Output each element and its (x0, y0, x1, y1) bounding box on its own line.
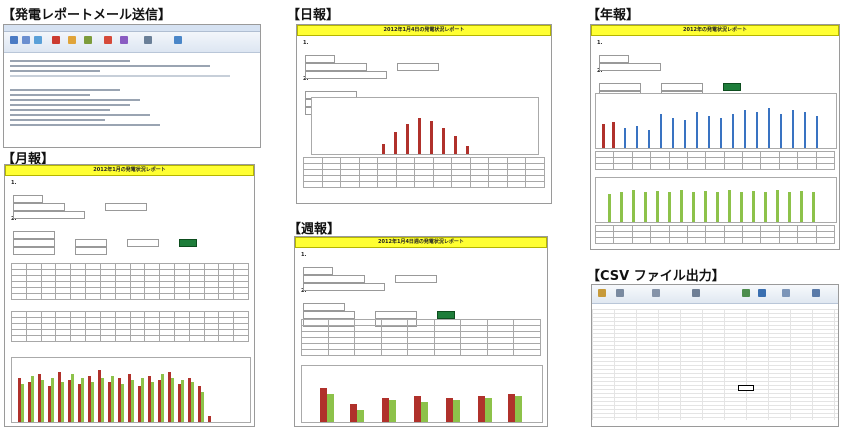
font-icon (616, 289, 624, 297)
yearly-info-heading: 1. (597, 40, 603, 46)
reply-icon (10, 36, 18, 44)
yearly-summary-heading: 2. (597, 68, 603, 74)
weekly-section-title: 【週報】 (288, 222, 341, 237)
monthly-info-heading: 1. (11, 180, 17, 186)
sort-icon (812, 289, 820, 297)
conditional-format-icon (742, 289, 750, 297)
monthly-section-title: 【月報】 (2, 152, 55, 167)
csv-excel-thumbnail[interactable] (591, 284, 839, 427)
email-body-lines (4, 80, 260, 126)
weekly-report-title: 2012年1月4日週の発電状況レポート (378, 239, 464, 245)
flag-icon (104, 36, 112, 44)
monthly-data-table-2 (11, 311, 249, 342)
weekly-data-table (301, 319, 541, 356)
yearly-data-table-2 (594, 225, 835, 244)
selected-cell[interactable] (738, 385, 754, 391)
yearly-report-header: 2012年の発電状況レポート (591, 25, 839, 36)
daily-data-table (303, 157, 545, 188)
insert-icon (782, 289, 790, 297)
rules-icon (84, 36, 92, 44)
weekly-bar-chart (301, 365, 543, 423)
email-window-thumbnail[interactable] (3, 24, 261, 148)
daily-report-header: 2012年1月4日の発電状況レポート (297, 25, 551, 36)
yearly-report-thumbnail[interactable]: 2012年の発電状況レポート 1. 2. (590, 24, 840, 250)
email-titlebar (4, 25, 260, 32)
monthly-report-header: 2012年1月の発電状況レポート (5, 165, 254, 176)
categorize-icon (120, 36, 128, 44)
daily-bar-chart (311, 97, 539, 155)
weekly-graph-button[interactable] (437, 311, 455, 319)
email-ribbon (4, 32, 260, 53)
monthly-graph-button[interactable] (179, 239, 197, 247)
yearly-graph-button[interactable] (723, 83, 741, 91)
email-header-lines (4, 53, 260, 77)
number-format-icon (692, 289, 700, 297)
monthly-bar-chart (11, 357, 251, 423)
reply-all-icon (22, 36, 30, 44)
monthly-report-title: 2012年1月の発電状況レポート (93, 167, 166, 173)
daily-report-thumbnail[interactable]: 2012年1月4日の発電状況レポート 1. 2. (296, 24, 552, 204)
excel-ribbon (592, 285, 838, 304)
daily-info-heading: 1. (303, 40, 309, 46)
daily-summary-heading: 2. (303, 76, 309, 82)
yearly-section-title: 【年報】 (587, 8, 640, 23)
weekly-summary-heading: 2. (301, 288, 307, 294)
weekly-info-heading: 1. (301, 252, 307, 258)
yearly-report-title: 2012年の発電状況レポート (683, 27, 747, 33)
monthly-summary-heading: 2. (11, 216, 17, 222)
find-icon (144, 36, 152, 44)
zoom-icon (174, 36, 182, 44)
weekly-report-header: 2012年1月4日週の発電状況レポート (295, 237, 547, 248)
yearly-data-table-1 (594, 151, 835, 170)
yearly-bar-chart-2 (595, 177, 837, 223)
yearly-bar-chart (595, 93, 837, 149)
forward-icon (34, 36, 42, 44)
weekly-report-thumbnail[interactable]: 2012年1月4日週の発電状況レポート 1. 2. (294, 236, 548, 427)
daily-section-title: 【日報】 (287, 8, 340, 23)
move-icon (68, 36, 76, 44)
table-format-icon (758, 289, 766, 297)
align-icon (652, 289, 660, 297)
paste-icon (598, 289, 606, 297)
delete-icon (52, 36, 60, 44)
daily-report-title: 2012年1月4日の発電状況レポート (383, 27, 465, 33)
monthly-data-table-1 (11, 263, 249, 300)
spreadsheet-grid[interactable] (592, 309, 838, 420)
monthly-report-thumbnail[interactable]: 2012年1月の発電状況レポート 1. 2. (4, 164, 255, 427)
email-section-title: 【発電レポートメール送信】 (2, 8, 172, 23)
csv-section-title: 【CSV ファイル出力】 (587, 269, 725, 284)
